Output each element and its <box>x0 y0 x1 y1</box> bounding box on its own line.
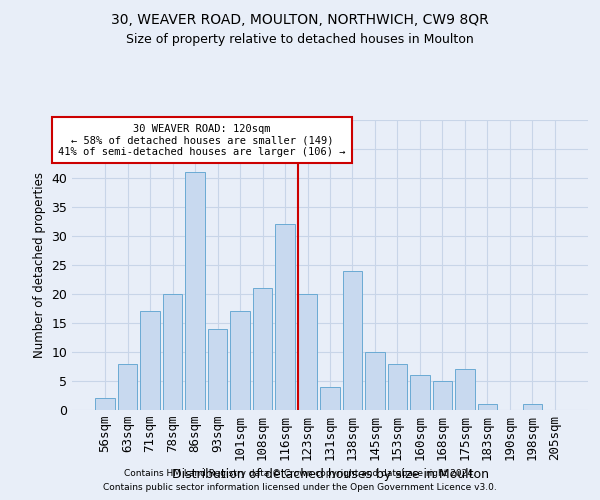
Bar <box>275 224 295 410</box>
Bar <box>433 381 452 410</box>
Text: 30, WEAVER ROAD, MOULTON, NORTHWICH, CW9 8QR: 30, WEAVER ROAD, MOULTON, NORTHWICH, CW9… <box>111 12 489 26</box>
Bar <box>343 271 362 410</box>
Bar <box>230 312 250 410</box>
X-axis label: Distribution of detached houses by size in Moulton: Distribution of detached houses by size … <box>172 468 488 481</box>
Bar <box>455 370 475 410</box>
Bar <box>253 288 272 410</box>
Bar <box>523 404 542 410</box>
Text: Contains HM Land Registry data © Crown copyright and database right 2024.: Contains HM Land Registry data © Crown c… <box>124 468 476 477</box>
Bar <box>185 172 205 410</box>
Text: Size of property relative to detached houses in Moulton: Size of property relative to detached ho… <box>126 32 474 46</box>
Text: Contains public sector information licensed under the Open Government Licence v3: Contains public sector information licen… <box>103 484 497 492</box>
Text: 30 WEAVER ROAD: 120sqm
← 58% of detached houses are smaller (149)
41% of semi-de: 30 WEAVER ROAD: 120sqm ← 58% of detached… <box>58 124 346 157</box>
Bar <box>95 398 115 410</box>
Bar <box>298 294 317 410</box>
Bar <box>388 364 407 410</box>
Bar <box>478 404 497 410</box>
Bar <box>365 352 385 410</box>
Bar <box>208 329 227 410</box>
Bar <box>163 294 182 410</box>
Bar <box>320 387 340 410</box>
Bar <box>410 375 430 410</box>
Bar <box>140 312 160 410</box>
Y-axis label: Number of detached properties: Number of detached properties <box>32 172 46 358</box>
Bar <box>118 364 137 410</box>
